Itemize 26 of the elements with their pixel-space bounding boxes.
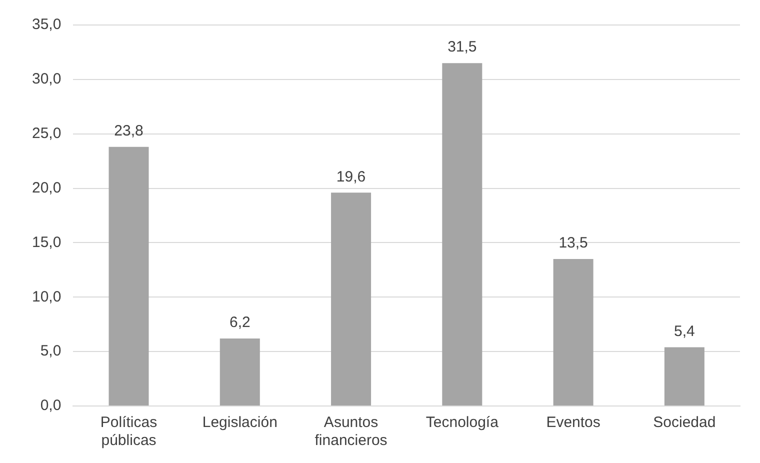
data-label: 6,2	[229, 314, 250, 332]
data-label: 19,6	[336, 168, 366, 186]
x-tick-label: Sociedad	[653, 414, 716, 432]
bar	[108, 146, 149, 406]
y-tick-label: 0,0	[40, 397, 62, 414]
x-tick-label: Tecnología	[426, 414, 500, 432]
y-tick-label: 20,0	[32, 179, 62, 196]
y-tick-label: 25,0	[32, 125, 62, 142]
bar	[331, 192, 372, 406]
y-tick-label: 5,0	[40, 342, 62, 360]
y-tick-label: 10,0	[32, 288, 62, 306]
x-tick-label: Asuntos financieros	[314, 414, 388, 450]
bar	[442, 63, 482, 406]
x-tick-label: Eventos	[546, 414, 600, 432]
data-label: 23,8	[114, 122, 144, 140]
y-tick-label: 35,0	[32, 16, 62, 34]
bar	[220, 338, 260, 406]
bar	[553, 259, 594, 406]
data-label: 5,4	[674, 322, 695, 340]
x-tick-label: Políticas públicas	[100, 414, 158, 450]
bar	[664, 347, 704, 406]
y-tick-label: 30,0	[32, 70, 62, 88]
y-tick-label: 15,0	[32, 234, 62, 251]
data-label: 13,5	[558, 234, 588, 252]
data-label: 31,5	[448, 38, 477, 56]
x-tick-label: Legislación	[202, 414, 278, 432]
